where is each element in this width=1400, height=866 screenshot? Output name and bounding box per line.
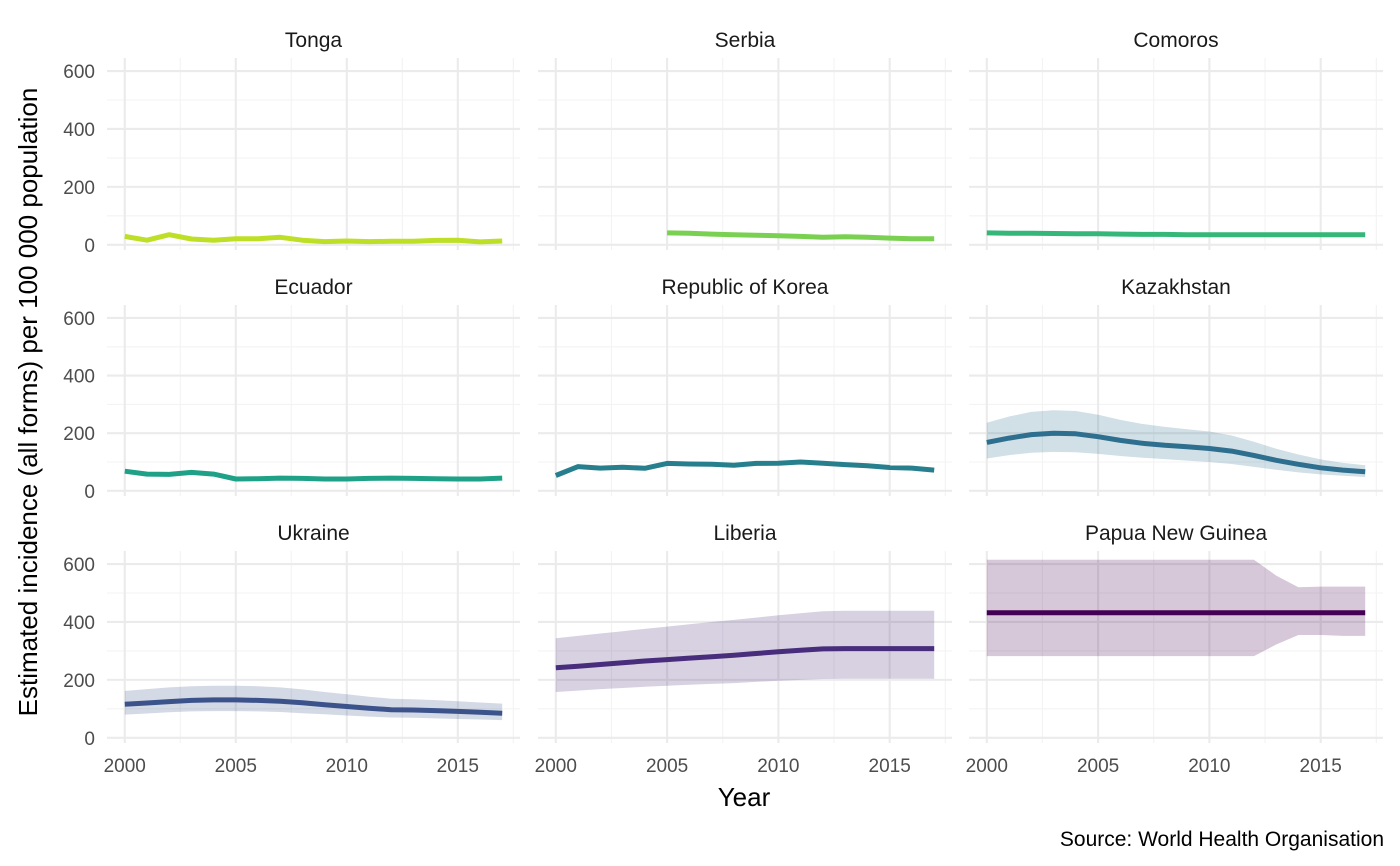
x-tick-label: 2015 <box>869 756 911 777</box>
panel-liberia: Liberia 2000 2005 2010 2015 <box>535 522 952 777</box>
x-tick-label: 2010 <box>757 756 799 777</box>
x-tick-label: 2005 <box>1077 756 1119 777</box>
y-tick-label: 0 <box>84 729 95 750</box>
facet-title-papua-new-guinea: Papua New Guinea <box>1085 522 1267 545</box>
series-line-comoros <box>986 230 1366 238</box>
x-tick-label: 2015 <box>1300 756 1342 777</box>
facet-title-kazakhstan: Kazakhstan <box>1121 276 1231 299</box>
series-line-tonga <box>124 232 503 245</box>
y-tick-label: 0 <box>84 482 95 503</box>
y-tick-label: 200 <box>63 178 95 199</box>
panel-kazakhstan: Kazakhstan <box>969 276 1383 496</box>
x-tick-label: 2000 <box>104 756 146 777</box>
panel-tonga: Tonga 0 200 400 600 <box>63 29 520 257</box>
y-tick-label: 600 <box>63 62 95 83</box>
x-axis-title: Year <box>718 782 771 812</box>
facet-title-tonga: Tonga <box>285 29 343 52</box>
x-tick-label: 2000 <box>535 756 577 777</box>
panel-comoros: Comoros <box>969 29 1383 250</box>
facet-title-republic-of-korea: Republic of Korea <box>662 276 829 299</box>
y-tick-label: 400 <box>63 367 95 388</box>
panel-serbia: Serbia <box>538 29 952 250</box>
panel-republic-of-korea: Republic of Korea <box>538 276 952 496</box>
ribbon-papua-new-guinea <box>986 559 1366 657</box>
series-line-ukraine <box>124 697 503 716</box>
y-tick-label: 400 <box>63 120 95 141</box>
y-tick-label: 200 <box>63 671 95 692</box>
series-line-kazakhstan <box>986 430 1366 475</box>
x-tick-label: 2015 <box>437 756 479 777</box>
facet-title-ecuador: Ecuador <box>274 276 352 299</box>
panel-ecuador: Ecuador 0 200 400 600 <box>63 276 520 503</box>
panel-ukraine: Ukraine 0 200 400 600 2000 2005 2010 2015 <box>63 522 520 777</box>
facet-title-liberia: Liberia <box>713 522 776 545</box>
x-tick-label: 2010 <box>1188 756 1230 777</box>
facet-title-serbia: Serbia <box>715 29 776 52</box>
series-line-republic-of-korea <box>554 459 935 478</box>
series-line-serbia <box>667 230 935 242</box>
facet-title-ukraine: Ukraine <box>277 522 349 545</box>
series-line-ecuador <box>124 468 503 482</box>
series-line-liberia <box>555 646 935 671</box>
y-tick-label: 600 <box>63 309 95 330</box>
x-tick-label: 2005 <box>215 756 257 777</box>
facet-title-comoros: Comoros <box>1133 29 1218 52</box>
y-tick-label: 0 <box>84 236 95 257</box>
y-tick-label: 200 <box>63 424 95 445</box>
x-tick-label: 2005 <box>646 756 688 777</box>
panel-papua-new-guinea: Papua New Guinea 2000 2005 2010 2015 <box>966 522 1383 777</box>
x-tick-label: 2010 <box>326 756 368 777</box>
x-tick-label: 2000 <box>966 756 1008 777</box>
ribbon-liberia <box>555 610 935 692</box>
y-tick-label: 600 <box>63 555 95 576</box>
y-axis-title: Estimated incidence (all forms) per 100 … <box>13 88 43 717</box>
source-caption: Source: World Health Organisation <box>1060 828 1384 851</box>
chart-panels: Tonga 0 200 400 600 Serbia Comoros Ecuador 0 200 4… <box>63 29 1383 777</box>
y-tick-label: 400 <box>63 613 95 634</box>
